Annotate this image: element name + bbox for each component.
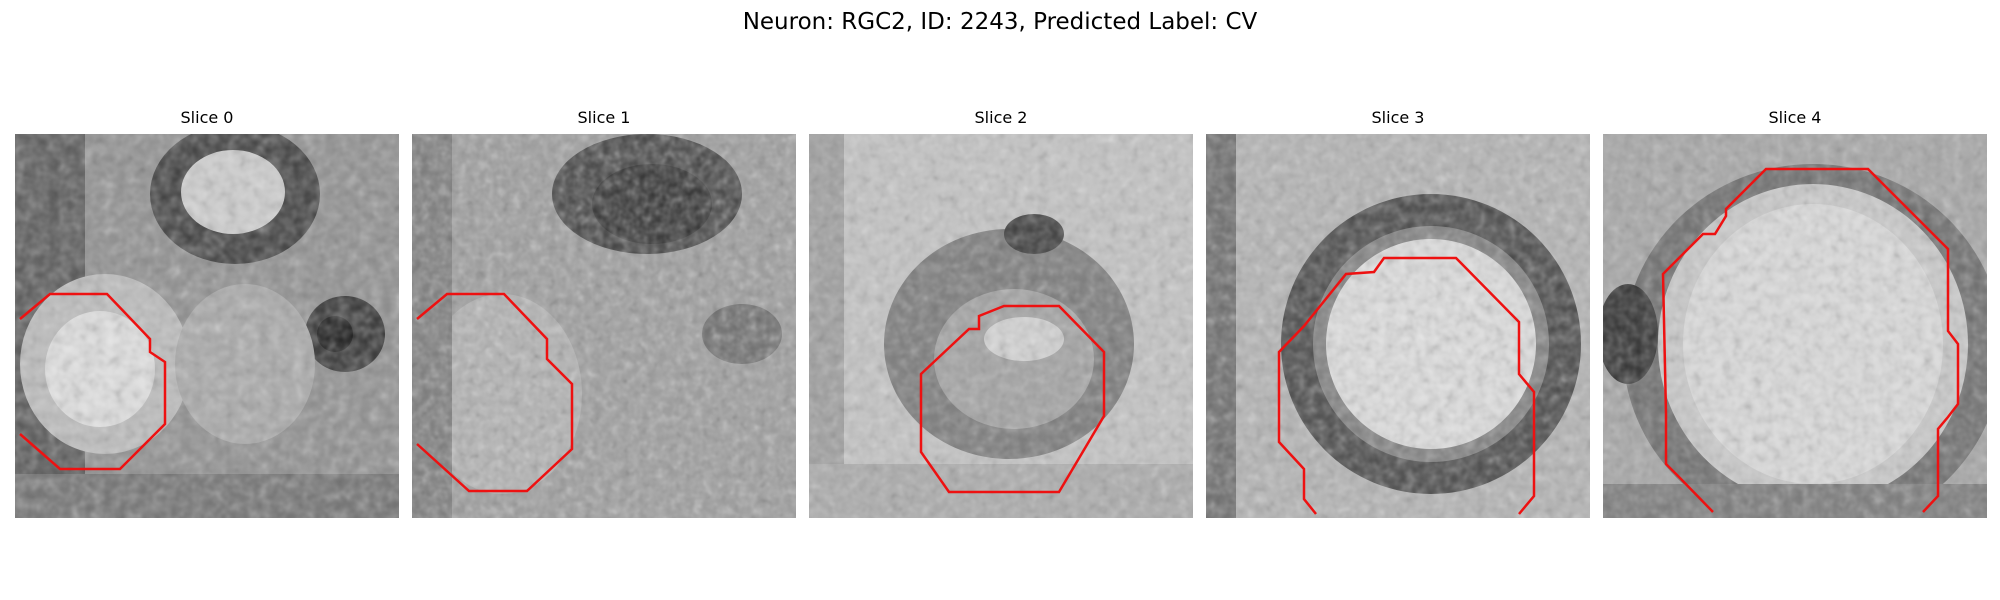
contour-line bbox=[416, 292, 574, 493]
figure-title: Neuron: RGC2, ID: 2243, Predicted Label:… bbox=[742, 9, 1258, 35]
contour-line bbox=[1661, 167, 1960, 513]
slice-title-3: Slice 3 bbox=[1371, 108, 1425, 127]
slice-image-1 bbox=[412, 134, 796, 518]
contour-line bbox=[19, 292, 167, 471]
slice-title-4: Slice 4 bbox=[1768, 108, 1822, 127]
contour-line bbox=[919, 304, 1106, 494]
slice-panel-3: Slice 3 bbox=[1206, 108, 1590, 518]
slice-title-1: Slice 1 bbox=[577, 108, 631, 127]
slice-panel-4: Slice 4 bbox=[1603, 108, 1987, 518]
contour-line bbox=[1277, 256, 1536, 515]
slice-image-4 bbox=[1603, 134, 1987, 518]
slice-image-0 bbox=[15, 134, 399, 518]
slice-panel-1: Slice 1 bbox=[412, 108, 796, 518]
slice-panel-2: Slice 2 bbox=[809, 108, 1193, 518]
slice-panel-0: Slice 0 bbox=[15, 108, 399, 518]
slice-image-2 bbox=[809, 134, 1193, 518]
slice-title-2: Slice 2 bbox=[974, 108, 1028, 127]
slice-image-3 bbox=[1206, 134, 1590, 518]
slice-title-0: Slice 0 bbox=[180, 108, 234, 127]
